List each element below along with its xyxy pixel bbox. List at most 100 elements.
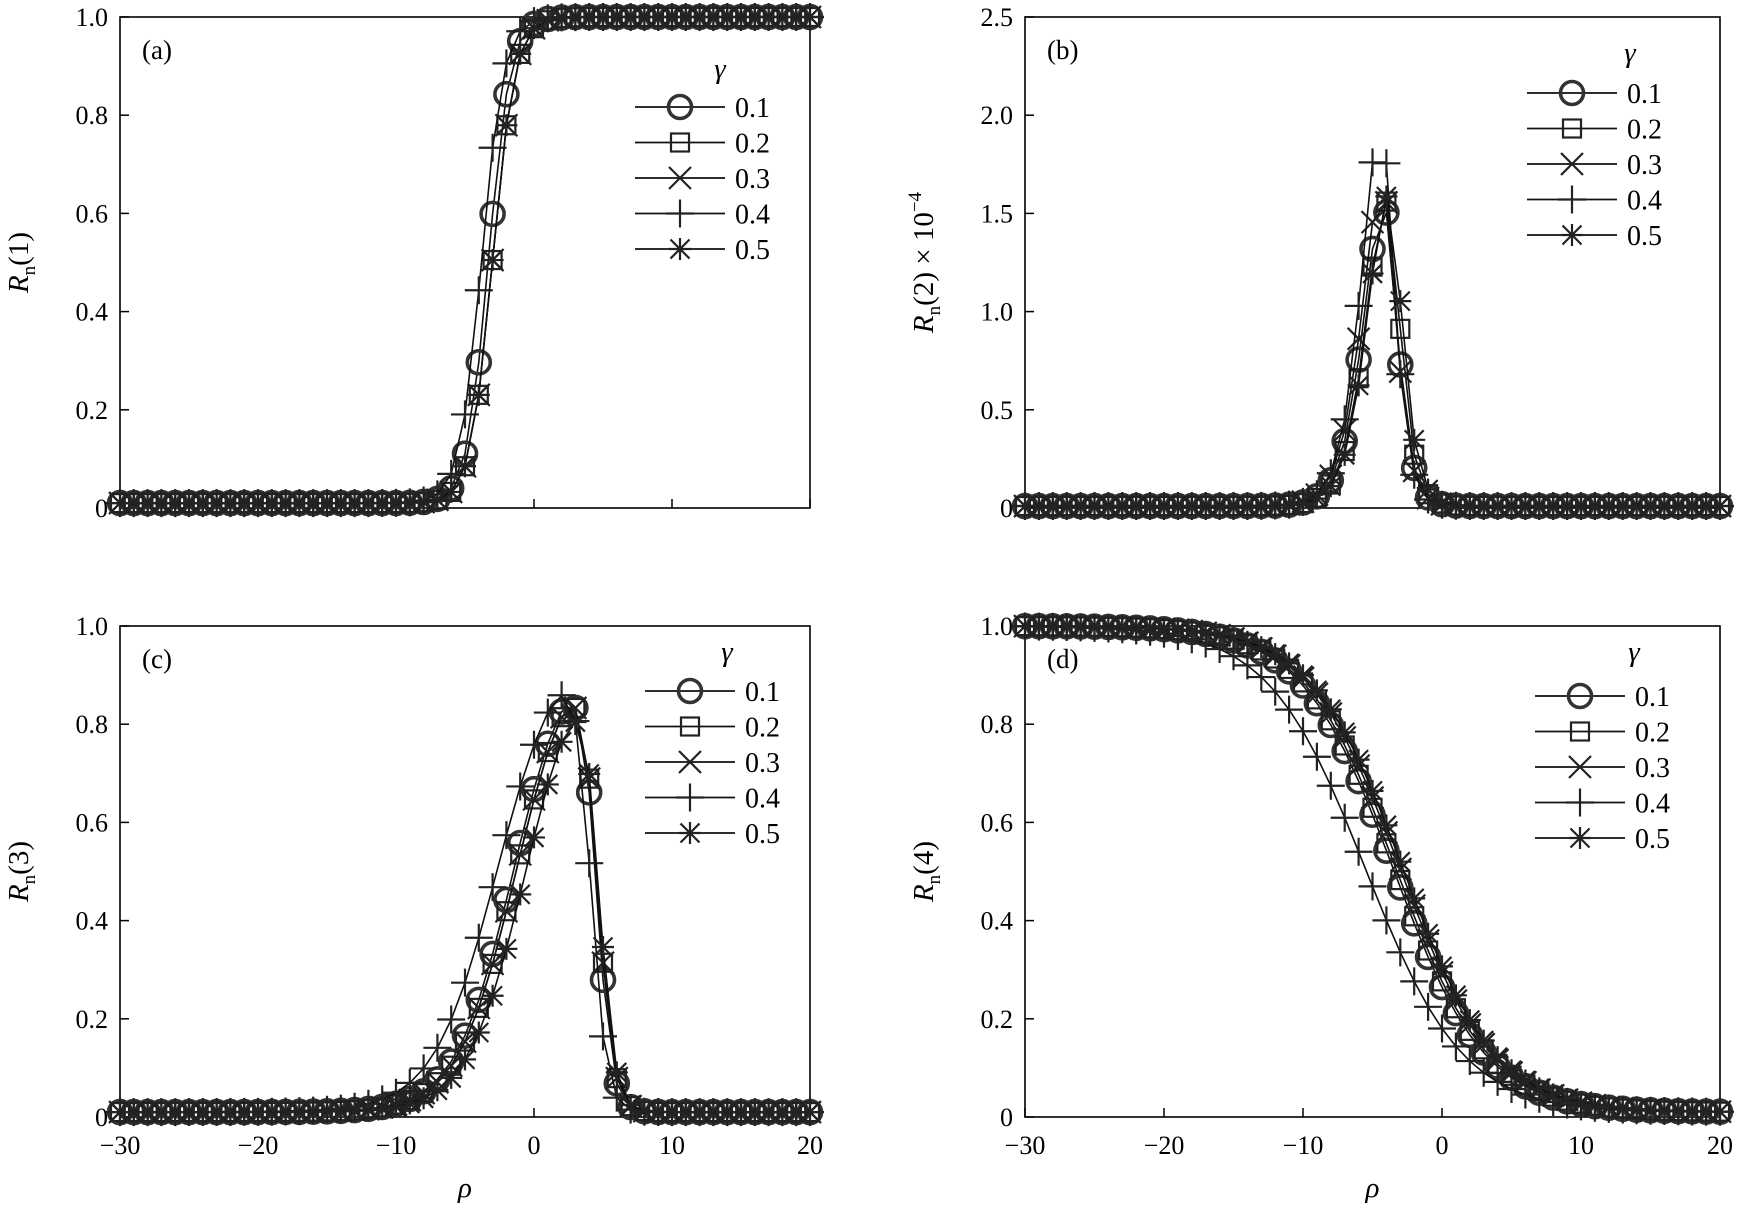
legend-marker	[1569, 827, 1591, 849]
data-point	[1417, 478, 1440, 501]
data-point	[533, 698, 562, 727]
data-point	[1653, 495, 1676, 518]
data-point	[440, 480, 463, 503]
data-point	[1389, 850, 1412, 873]
data-point	[495, 114, 518, 137]
data-point	[1278, 652, 1301, 675]
data-point	[371, 492, 394, 515]
data-point	[398, 1092, 421, 1115]
data-point	[1583, 1093, 1606, 1116]
legend-marker	[676, 783, 704, 812]
series-0.3	[1013, 190, 1732, 518]
data-point	[409, 1054, 438, 1083]
data-point	[1472, 494, 1495, 517]
legend-marker	[1568, 755, 1592, 779]
data-point	[1428, 1014, 1456, 1043]
data-point	[1653, 1099, 1676, 1122]
data-point	[1055, 615, 1078, 638]
data-point	[1556, 495, 1579, 518]
data-point	[109, 492, 131, 515]
data-point	[743, 1101, 766, 1124]
legend-title: γ	[721, 636, 734, 668]
data-point	[1570, 495, 1592, 518]
y-tick-label: 0	[1000, 494, 1013, 523]
data-point	[1111, 495, 1134, 518]
data-point	[274, 1100, 297, 1123]
data-point	[1373, 837, 1400, 864]
legend-marker	[666, 199, 694, 228]
data-point	[688, 1101, 711, 1124]
legend-entry: 0.4	[1635, 789, 1670, 820]
data-point	[1514, 495, 1537, 518]
data-point	[1069, 495, 1092, 518]
panel-label: (d)	[1047, 644, 1078, 674]
data-point	[478, 873, 507, 902]
data-point	[1472, 1029, 1495, 1052]
y-tick-label: 0.8	[76, 101, 109, 130]
data-point	[1333, 721, 1356, 744]
data-point	[1361, 262, 1384, 285]
data-point	[1014, 495, 1036, 518]
legend: γ 0.1 0.2 0.3 0.4 0.5	[645, 636, 780, 850]
data-point	[1319, 698, 1342, 721]
data-point	[1625, 495, 1648, 518]
data-point	[1083, 495, 1106, 518]
series-0.4	[1011, 612, 1734, 1126]
data-point	[592, 6, 614, 29]
data-point	[205, 492, 228, 515]
data-point	[1361, 779, 1384, 802]
data-point	[233, 492, 256, 515]
data-point	[1111, 616, 1134, 639]
data-point	[550, 730, 573, 753]
data-point	[1153, 495, 1175, 518]
data-point	[1486, 1046, 1509, 1069]
data-point	[1375, 814, 1398, 837]
series-line	[1024, 625, 1721, 1113]
legend-entry: 0.5	[745, 819, 780, 850]
plot-frame	[1024, 625, 1721, 1118]
data-point	[1347, 374, 1370, 397]
data-point	[1236, 630, 1259, 653]
data-point	[785, 1101, 808, 1124]
data-point	[1483, 1067, 1512, 1096]
legend-entry: 0.4	[745, 784, 780, 815]
data-point	[1125, 495, 1148, 518]
legend-entry: 0.4	[735, 200, 770, 231]
data-point	[479, 200, 506, 228]
legend-entry: 0.5	[735, 235, 770, 266]
data-point	[426, 488, 449, 511]
data-point	[1387, 874, 1414, 901]
data-point	[288, 492, 311, 515]
series-0.2	[1014, 191, 1731, 517]
y-tick-label: 0.2	[981, 1005, 1014, 1034]
data-point	[1027, 615, 1050, 638]
plot-frame	[119, 625, 811, 1118]
legend-marker	[678, 750, 702, 774]
data-point	[1292, 492, 1314, 515]
data-point	[523, 17, 545, 40]
data-point	[481, 249, 504, 272]
data-point	[702, 6, 725, 28]
data-point	[1180, 619, 1203, 642]
data-point	[1153, 617, 1175, 640]
data-point	[633, 1099, 656, 1122]
data-point	[537, 741, 558, 763]
data-point	[191, 492, 214, 515]
x-tick-label: −30	[1005, 1131, 1046, 1160]
y-tick-label: 0.4	[981, 907, 1014, 936]
data-point	[481, 984, 504, 1007]
data-point	[564, 711, 587, 734]
data-point	[1055, 495, 1078, 518]
data-point	[122, 492, 145, 515]
data-point	[464, 923, 493, 952]
data-point	[771, 6, 794, 28]
data-point	[302, 492, 325, 515]
data-point	[1194, 621, 1217, 644]
data-point	[164, 492, 187, 515]
data-point	[771, 1101, 794, 1124]
data-point	[1458, 1009, 1481, 1032]
data-point	[1639, 495, 1662, 518]
data-point	[1386, 938, 1415, 967]
data-point	[1275, 695, 1304, 724]
data-point	[1041, 495, 1064, 518]
